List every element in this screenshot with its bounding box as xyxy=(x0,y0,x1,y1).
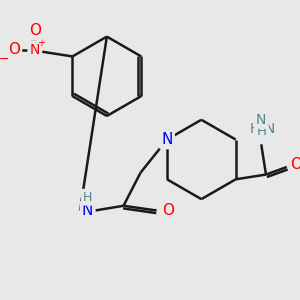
Text: N: N xyxy=(256,113,266,127)
Text: O: O xyxy=(29,23,41,38)
Text: N: N xyxy=(161,132,173,147)
Text: H: H xyxy=(83,191,92,204)
Text: +: + xyxy=(37,38,45,48)
Text: −: − xyxy=(0,53,10,66)
Text: O: O xyxy=(290,157,300,172)
Text: O: O xyxy=(162,203,174,218)
Text: H₂N: H₂N xyxy=(250,122,276,136)
Text: N: N xyxy=(82,203,93,218)
Text: N: N xyxy=(29,43,40,57)
Text: H: H xyxy=(256,124,266,138)
Text: O: O xyxy=(8,42,20,57)
